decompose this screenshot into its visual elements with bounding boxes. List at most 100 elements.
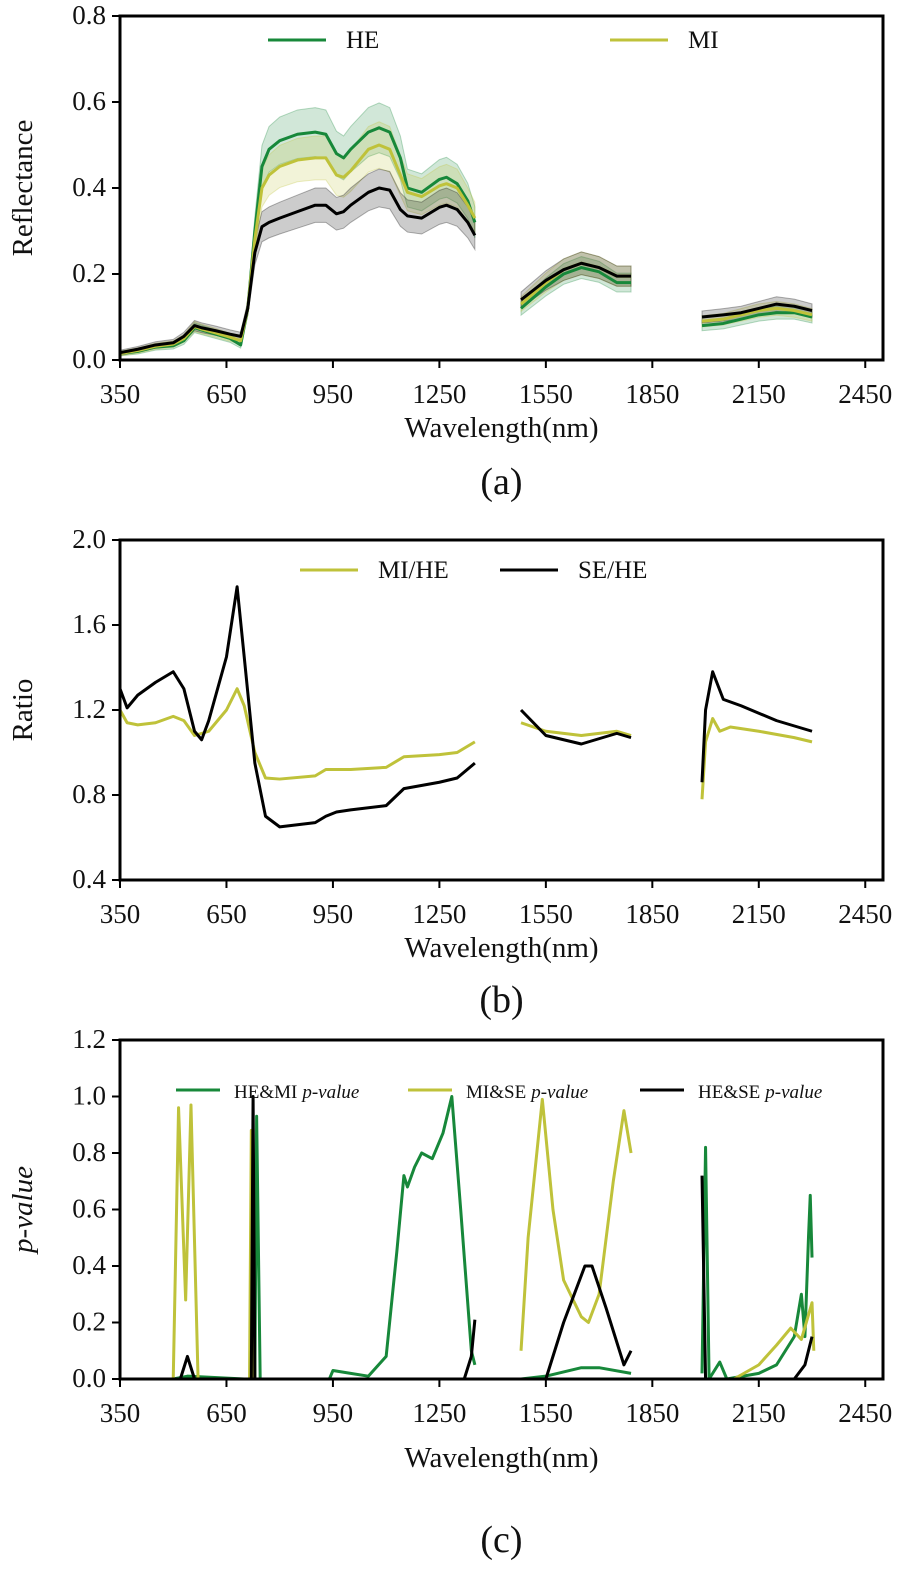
x-tick-label: 1850 — [625, 1398, 679, 1428]
y-tick-label: 0.4 — [72, 1250, 106, 1280]
x-tick-label: 1850 — [625, 899, 679, 929]
series-line-SE/HE — [519, 708, 632, 746]
axes-frame — [118, 538, 885, 882]
legend-label-name: MI&SE — [466, 1082, 526, 1103]
x-tick-label: 2450 — [838, 379, 892, 409]
x-tick-label: 2150 — [732, 899, 786, 929]
y-tick-label: 1.2 — [72, 1024, 106, 1054]
series-line-HE&SE — [521, 1264, 633, 1381]
panel-label: (b) — [479, 979, 523, 1021]
legend-label: HE&MI p-value — [234, 1082, 359, 1103]
x-tick-label: 350 — [100, 899, 141, 929]
series-line-MI/HE — [700, 717, 813, 800]
subplot-a: 350 650 950 1250 1550 1850 2150 2450 0.0 0.2 0.4 0.… — [7, 0, 892, 503]
series-line-SE/HE — [700, 670, 813, 783]
legend-label: MI&SE p-value — [466, 1082, 588, 1103]
y-tick-label: 1.2 — [72, 694, 106, 724]
series-line-MI&SE — [733, 1301, 816, 1381]
x-tick-label: 1550 — [519, 379, 573, 409]
subplot-b: 350 650 950 1250 1550 1850 2150 2450 0.4 0.8 1.2 1.… — [7, 524, 892, 1021]
legend-item-MI: MI — [610, 27, 719, 54]
legend-label-name: HE&MI — [234, 1082, 297, 1103]
x-axis-label: Wavelength(nm) — [404, 412, 598, 444]
y-tick-label: 0.8 — [72, 0, 106, 30]
x-tick-label: 1250 — [412, 1398, 466, 1428]
y-axis-label: p-value — [7, 1166, 39, 1255]
x-tick-label: 1250 — [412, 899, 466, 929]
y-axis-label: Ratio — [7, 679, 39, 742]
x-axis-label: Wavelength(nm) — [404, 1442, 598, 1474]
y-tick-label: 0.4 — [72, 172, 106, 202]
series-line-HE — [701, 311, 813, 328]
legend-label-name: HE&SE — [698, 1082, 760, 1103]
subplot-c: 350 650 950 1250 1550 1850 2150 2450 0.0 0.2 0.4 0.… — [7, 1024, 892, 1561]
legend-item-HE&SE: HE&SE p-value — [640, 1082, 822, 1103]
x-tick-label: 950 — [313, 1398, 354, 1428]
x-tick-label: 1550 — [519, 899, 573, 929]
legend-label-suffix: p-value — [529, 1082, 588, 1103]
panel-label: (a) — [480, 461, 522, 503]
legend-label: MI/HE — [378, 557, 449, 584]
series-line-MI&SE — [519, 1097, 633, 1351]
series-line-MI — [701, 306, 813, 323]
std-band-MI — [119, 121, 476, 357]
x-tick-label: 1250 — [412, 379, 466, 409]
x-tick-label: 2150 — [732, 1398, 786, 1428]
y-tick-label: 0.8 — [72, 1137, 106, 1167]
legend-label-name: MI — [688, 27, 719, 54]
series-line-HE&SE — [700, 1175, 814, 1381]
y-tick-label: 0.6 — [72, 86, 106, 116]
legend-label-name: MI/HE — [378, 557, 449, 584]
x-tick-label: 650 — [206, 899, 247, 929]
x-tick-label: 350 — [100, 379, 141, 409]
legend-label-name: HE — [346, 27, 379, 54]
series-line-MI/HE — [118, 687, 476, 781]
legend-label: MI — [688, 27, 719, 54]
series-line-HE&MI — [520, 1366, 632, 1381]
y-axis-label: Reflectance — [7, 120, 39, 257]
series-line-HE&SE — [120, 1095, 477, 1381]
legend-item-MI&SE: MI&SE p-value — [408, 1082, 588, 1103]
panel-label: (c) — [480, 1519, 522, 1561]
y-tick-label: 2.0 — [72, 524, 106, 554]
legend-label-suffix: p-value — [763, 1082, 822, 1103]
y-tick-label: 0.2 — [72, 258, 106, 288]
y-tick-label: 0.0 — [72, 1363, 106, 1393]
std-band-MI — [520, 251, 632, 313]
legend-label-suffix: p-value — [300, 1082, 359, 1103]
x-tick-label: 2150 — [732, 379, 786, 409]
y-tick-label: 0.6 — [72, 1194, 106, 1224]
x-tick-label: 2450 — [838, 899, 892, 929]
y-tick-label: 0.2 — [72, 1307, 106, 1337]
x-tick-label: 2450 — [838, 1398, 892, 1428]
series-line-SE — [520, 261, 632, 301]
legend-item-HE: HE — [268, 27, 379, 54]
legend-label: HE&SE p-value — [698, 1082, 822, 1103]
legend: HE&MI p-value MI&SE p-value HE&SE p-value — [176, 1082, 822, 1103]
legend: HEMISE — [268, 27, 719, 54]
y-tick-label: 0.0 — [72, 344, 106, 374]
x-tick-label: 950 — [313, 379, 354, 409]
series-line-HE&MI — [700, 1145, 814, 1381]
x-tick-label: 1850 — [625, 379, 679, 409]
series-line-SE/HE — [118, 585, 476, 829]
legend-label: SE/HE — [578, 557, 647, 584]
x-tick-label: 350 — [100, 1398, 141, 1428]
series-line-HE — [520, 266, 632, 310]
series-line-SE — [119, 186, 477, 355]
std-band-SE — [520, 251, 632, 309]
legend-label: HE — [346, 27, 379, 54]
legend-item-MI/HE: MI/HE — [300, 557, 449, 584]
x-tick-label: 650 — [206, 379, 247, 409]
y-tick-label: 1.6 — [72, 609, 106, 639]
legend-item-SE/HE: SE/HE — [500, 557, 647, 584]
legend-item-HE&MI: HE&MI p-value — [176, 1082, 359, 1103]
y-tick-label: 0.4 — [72, 864, 106, 894]
x-tick-label: 950 — [313, 899, 354, 929]
legend-label-name: SE/HE — [578, 557, 647, 584]
y-tick-label: 0.8 — [72, 779, 106, 809]
x-tick-label: 1550 — [519, 1398, 573, 1428]
legend: MI/HE SE/HE — [300, 557, 647, 584]
x-tick-label: 650 — [206, 1398, 247, 1428]
